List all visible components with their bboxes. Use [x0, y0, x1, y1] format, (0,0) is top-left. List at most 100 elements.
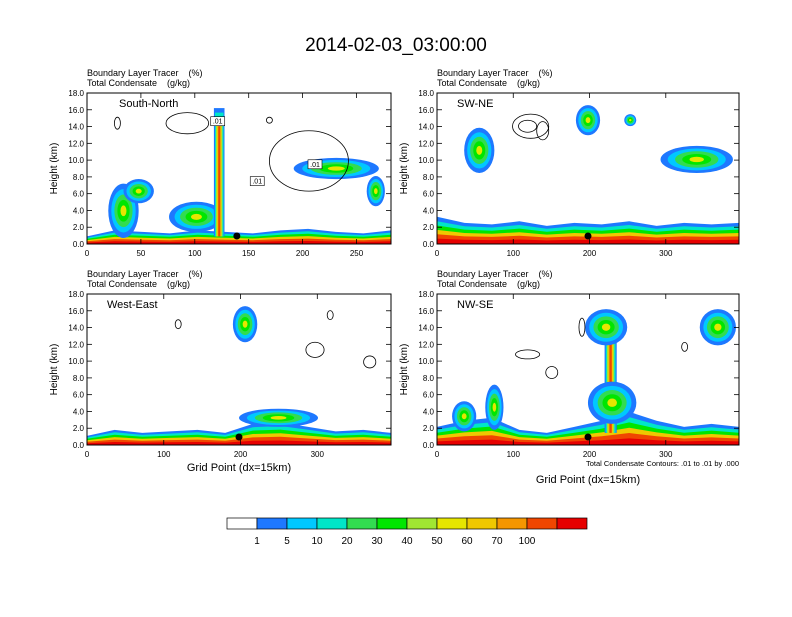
contour-label: .01: [213, 119, 223, 126]
boundary-layer-band-5: [437, 438, 739, 445]
x-tick-label: 200: [583, 450, 597, 459]
plot-frame: [86, 293, 392, 446]
plot-area: [87, 108, 391, 244]
x-tick-label: 150: [242, 249, 256, 258]
x-tick-label: 100: [188, 249, 202, 258]
condensate-contour-0: [165, 112, 210, 135]
colorbar-swatch: [496, 517, 528, 530]
colorbar-swatch: [346, 517, 378, 530]
condensate-contour-1: [305, 341, 325, 358]
y-tick-label: 6.0: [423, 190, 435, 199]
field-label: Boundary Layer Tracer (%): [437, 68, 553, 78]
condensate-contour-2: [515, 349, 541, 360]
panel-name: West-East: [107, 299, 158, 311]
location-marker: [584, 232, 592, 240]
y-tick-label: 0.0: [73, 240, 85, 249]
plot-frame: [436, 92, 740, 245]
field-label: Boundary Layer Tracer (%): [87, 269, 203, 279]
y-tick-label: 12.0: [68, 139, 84, 148]
colorbar-label: 20: [341, 536, 353, 547]
y-tick-label: 18.0: [418, 89, 434, 98]
location-marker: [235, 433, 243, 441]
y-tick-label: 14.0: [68, 324, 84, 333]
field-label: Total Condensate (g/kg): [87, 279, 190, 289]
y-tick-label: 4.0: [73, 206, 85, 215]
colorbar-label: 100: [519, 536, 536, 547]
x-tick-label: 0: [435, 249, 440, 258]
y-tick-label: 18.0: [418, 290, 434, 299]
cloud-region-4-4: [601, 323, 611, 331]
cloud-region-2-4: [585, 117, 591, 124]
condensate-contour-1: [518, 119, 538, 133]
y-axis-label: Height (km): [49, 143, 60, 195]
colorbar-swatch: [286, 517, 318, 530]
condensate-contour-0: [174, 319, 182, 330]
x-tick-label: 100: [507, 249, 521, 258]
contour-label: .01: [310, 162, 320, 169]
x-tick-label: 300: [311, 450, 325, 459]
colorbar-label: 10: [311, 536, 323, 547]
y-tick-label: 8.0: [423, 374, 435, 383]
y-tick-label: 4.0: [423, 407, 435, 416]
y-tick-label: 4.0: [423, 206, 435, 215]
y-axis-label: Height (km): [399, 344, 410, 396]
x-tick-label: 200: [296, 249, 310, 258]
x-tick-label: 100: [157, 450, 171, 459]
y-tick-label: 16.0: [68, 106, 84, 115]
y-tick-label: 14.0: [68, 123, 84, 132]
condensate-contour-3: [265, 116, 273, 124]
cloud-region-3-4: [629, 118, 632, 122]
y-tick-label: 2.0: [423, 424, 435, 433]
cloud-region-1-4: [242, 320, 248, 328]
plot-frame: [86, 92, 392, 245]
contour-label-box: [307, 159, 323, 170]
colorbar-label: 50: [431, 536, 443, 547]
y-tick-label: 10.0: [418, 357, 434, 366]
field-label: Boundary Layer Tracer (%): [87, 68, 203, 78]
y-tick-label: 2.0: [423, 223, 435, 232]
y-tick-label: 2.0: [73, 424, 85, 433]
y-tick-label: 12.0: [418, 340, 434, 349]
plot-area: [437, 309, 739, 445]
x-tick-label: 300: [659, 450, 673, 459]
cloud-region-2-4: [270, 416, 287, 420]
y-axis-label: Height (km): [49, 344, 60, 396]
x-tick-label: 50: [136, 249, 145, 258]
y-tick-label: 10.0: [68, 156, 84, 165]
condensate-contour-1: [578, 317, 586, 337]
colorbar-swatch: [316, 517, 348, 530]
field-label: Total Condensate (g/kg): [87, 78, 190, 88]
colorbar-swatch: [556, 517, 588, 530]
cloud-region-4-4: [689, 156, 704, 163]
colorbar-swatch: [526, 517, 558, 530]
field-label: Total Condensate (g/kg): [437, 78, 540, 88]
y-tick-label: 6.0: [423, 391, 435, 400]
y-tick-label: 18.0: [68, 89, 84, 98]
condensate-contour-2: [363, 355, 377, 369]
y-tick-label: 0.0: [423, 240, 435, 249]
cloud-region-6-4: [374, 188, 378, 195]
cloud-region-6-4: [714, 323, 722, 331]
field-label: Total Condensate (g/kg): [437, 279, 540, 289]
boundary-layer-band-5: [437, 238, 739, 244]
y-tick-label: 2.0: [73, 223, 85, 232]
x-tick-label: 300: [659, 249, 673, 258]
cloud-region-3-4: [190, 213, 202, 220]
y-tick-label: 8.0: [423, 173, 435, 182]
colorbar-swatch: [226, 517, 258, 530]
y-tick-label: 16.0: [418, 307, 434, 316]
x-axis-label: Grid Point (dx=15km): [187, 462, 291, 474]
colorbar-swatch: [256, 517, 288, 530]
y-tick-label: 0.0: [423, 441, 435, 450]
x-tick-label: 200: [234, 450, 248, 459]
y-tick-label: 16.0: [418, 106, 434, 115]
panel-name: South-North: [119, 98, 178, 110]
panel-south-north: 0.0 2.0 4.0 6.0 8.0 10.0 12.0 14.0 16.0 18.0 0 50 10…: [49, 68, 392, 258]
y-tick-label: 14.0: [418, 123, 434, 132]
contour-label-box: [249, 176, 265, 186]
y-tick-label: 12.0: [68, 340, 84, 349]
condensate-contour-2: [114, 116, 121, 130]
cloud-region-5-4: [327, 166, 345, 171]
colorbar-label: 40: [401, 536, 413, 547]
